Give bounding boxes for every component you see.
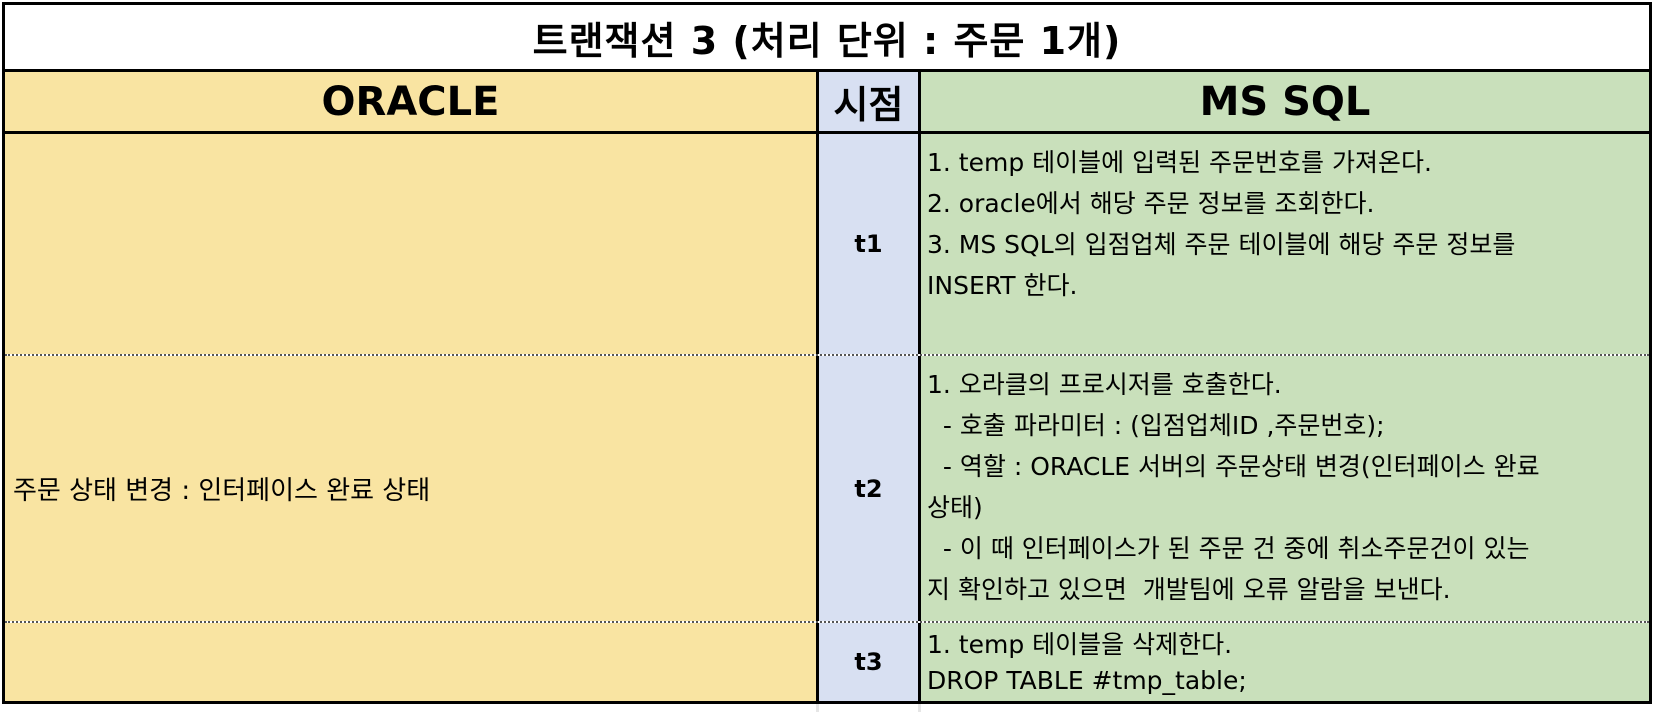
oracle-cell xyxy=(5,623,819,701)
table-row: 주문 상태 변경 : 인터페이스 완료 상태 t2 1. 오라클의 프로시저를 … xyxy=(5,356,1649,623)
time-cell: t1 xyxy=(819,134,921,354)
gridline xyxy=(816,704,819,712)
mssql-line: 1. temp 테이블을 삭제한다. xyxy=(927,630,1233,659)
mssql-line: 지 확인하고 있으면 개발팀에 오류 알람을 보낸다. xyxy=(927,575,1451,604)
mssql-cell: 1. temp 테이블에 입력된 주문번호를 가져온다. 2. oracle에서… xyxy=(921,134,1649,354)
mssql-line: - 호출 파라미터 : (입점업체ID ,주문번호); xyxy=(927,411,1385,440)
header-mssql: MS SQL xyxy=(921,72,1649,131)
mssql-line: - 이 때 인터페이스가 된 주문 건 중에 취소주문건이 있는 xyxy=(927,534,1530,563)
header-oracle: ORACLE xyxy=(5,72,819,131)
time-cell: t2 xyxy=(819,356,921,621)
header-row: ORACLE 시점 MS SQL xyxy=(5,72,1649,134)
mssql-line: 3. MS SQL의 입점업체 주문 테이블에 해당 주문 정보를 xyxy=(927,230,1516,259)
mssql-cell: 1. temp 테이블을 삭제한다. DROP TABLE #tmp_table… xyxy=(921,623,1649,701)
oracle-cell: 주문 상태 변경 : 인터페이스 완료 상태 xyxy=(5,356,819,621)
mssql-line: INSERT 한다. xyxy=(927,271,1078,300)
header-time: 시점 xyxy=(819,72,921,131)
mssql-line: 2. oracle에서 해당 주문 정보를 조회한다. xyxy=(927,189,1375,218)
mssql-line: 1. 오라클의 프로시저를 호출한다. xyxy=(927,370,1282,399)
table-row: t3 1. temp 테이블을 삭제한다. DROP TABLE #tmp_ta… xyxy=(5,623,1649,701)
time-cell: t3 xyxy=(819,623,921,701)
mssql-cell: 1. 오라클의 프로시저를 호출한다. - 호출 파라미터 : (입점업체ID … xyxy=(921,356,1649,621)
table-body: t1 1. temp 테이블에 입력된 주문번호를 가져온다. 2. oracl… xyxy=(5,134,1649,701)
mssql-line: 상태) xyxy=(927,493,983,522)
mssql-line: DROP TABLE #tmp_table; xyxy=(927,666,1247,695)
mssql-line: 1. temp 테이블에 입력된 주문번호를 가져온다. xyxy=(927,148,1432,177)
gridline xyxy=(918,704,921,712)
sheet-title: 트랜잭션 3 (처리 단위 : 주문 1개) xyxy=(5,5,1649,72)
mssql-line: - 역할 : ORACLE 서버의 주문상태 변경(인터페이스 완료 xyxy=(927,452,1540,481)
oracle-cell xyxy=(5,134,819,354)
table-row: t1 1. temp 테이블에 입력된 주문번호를 가져온다. 2. oracl… xyxy=(5,134,1649,356)
